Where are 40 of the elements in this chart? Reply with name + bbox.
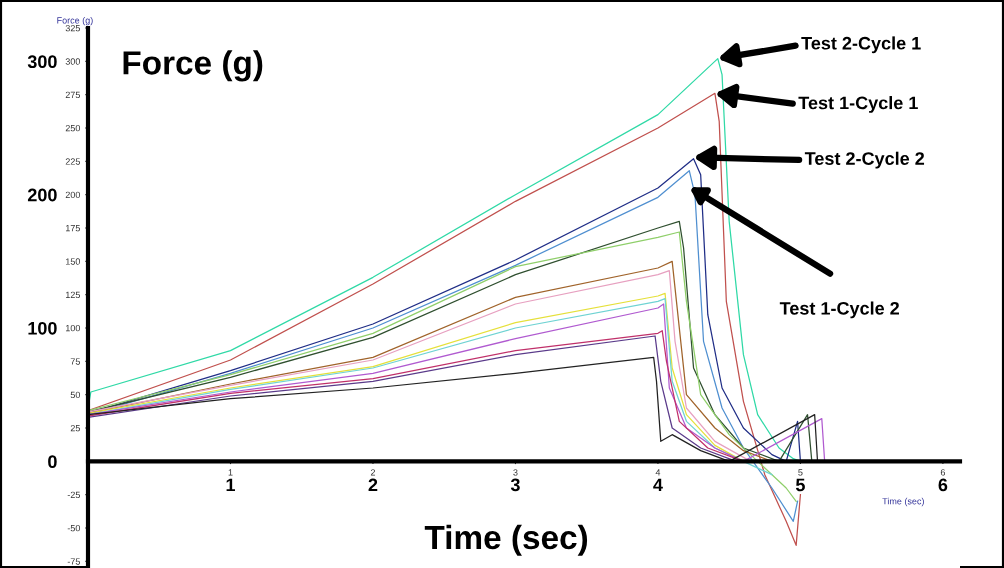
y-axis-title: Force (g) (57, 16, 93, 26)
y2-tick-label: 0 (48, 455, 57, 469)
x2-tick-label: 3 (510, 478, 520, 492)
y-tick-label: -25 (67, 491, 80, 499)
y-tick-label: 50 (70, 391, 81, 399)
y2-tick-label: 100 (28, 321, 57, 335)
y-tick-label: 150 (65, 258, 81, 265)
x-tick-label: 3 (513, 469, 518, 476)
x2-tick-label: 2 (368, 478, 378, 492)
y-tick-label: 275 (65, 91, 80, 99)
x2-tick-label: 5 (795, 478, 805, 492)
y-tick-label: 250 (65, 124, 81, 132)
x2-axis-title: Time (sec) (424, 524, 588, 556)
x2-tick-label: 1 (226, 478, 235, 492)
annotation: Test 2-Cycle 2 (804, 151, 925, 169)
y2-tick-label: 300 (27, 55, 57, 69)
y-tick-label: 200 (65, 191, 81, 199)
y-tick-label: 175 (65, 225, 80, 232)
annotation: Test 1-Cycle 2 (779, 301, 899, 319)
y2-tick-label: 200 (27, 188, 57, 202)
x-tick-label: 4 (655, 469, 661, 476)
x-tick-label: 6 (940, 469, 946, 476)
y-tick-label: 225 (65, 158, 80, 165)
annotation: Force (g) (123, 50, 263, 82)
annotation: Test 1-Cycle 1 (798, 96, 918, 113)
y-tick-label: -50 (67, 524, 81, 532)
y-tick-label: -75 (67, 558, 80, 565)
x-tick-label: 1 (228, 469, 233, 476)
x2-tick-label: 6 (938, 478, 948, 492)
y-tick-label: 125 (65, 291, 80, 299)
x-axis-title: Time (sec) (882, 497, 924, 507)
x-tick-label: 2 (370, 469, 376, 476)
x2-tick-label: 4 (653, 478, 663, 492)
y-tick-label: 75 (70, 358, 80, 365)
y-tick-label: 325 (65, 24, 80, 32)
y-tick-label: 100 (65, 324, 81, 332)
x-tick-label: 5 (798, 469, 803, 476)
y-tick-label: 300 (65, 58, 81, 65)
y-tick-label: 25 (70, 424, 80, 432)
annotation: Test 2-Cycle 1 (801, 36, 921, 54)
